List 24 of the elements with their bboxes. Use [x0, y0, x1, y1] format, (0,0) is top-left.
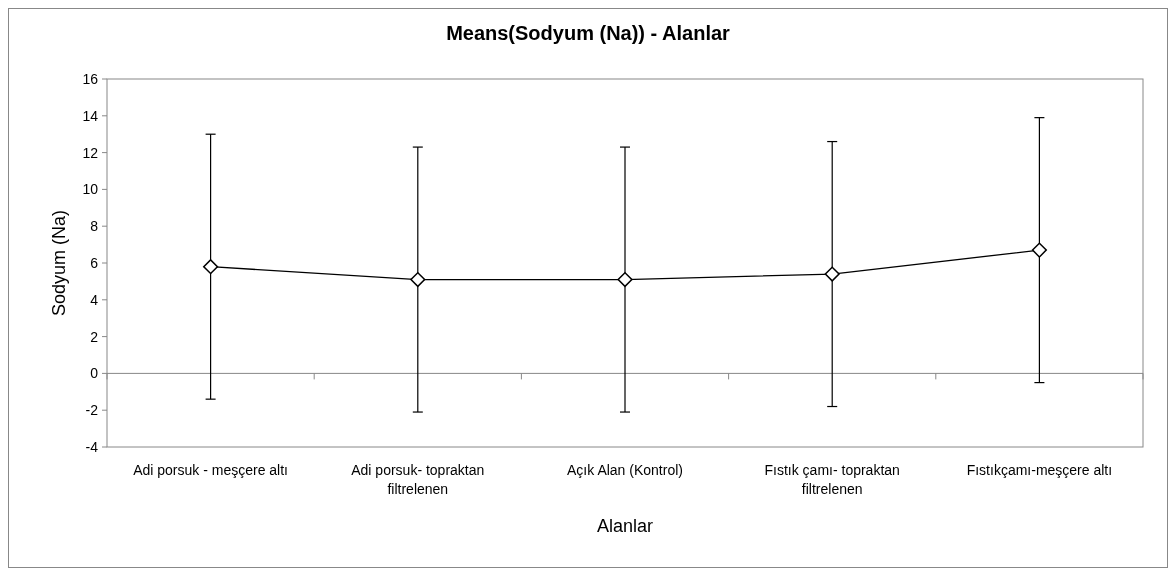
- point: [1031, 242, 1047, 258]
- y-tick-label: 12: [82, 144, 99, 161]
- y-tick-label: 0: [90, 365, 99, 382]
- y-axis-title: Sodyum (Na): [49, 209, 69, 317]
- y-tick-label: 4: [90, 291, 99, 308]
- x-tick-label: Fıstık çamı- topraktan filtrelenen: [764, 462, 900, 497]
- x-tick-label: Adi porsuk - meşçere altı: [133, 462, 289, 478]
- y-tick-label: 2: [90, 328, 99, 345]
- y-tick-label: -4: [85, 438, 99, 455]
- x-axis-title: Alanlar: [596, 516, 654, 536]
- point: [617, 271, 633, 288]
- y-tick-label: 14: [82, 107, 99, 124]
- point: [203, 259, 219, 275]
- chart-title: Means(Sodyum (Na)) - Alanlar: [446, 22, 731, 44]
- y-tick-label: -2: [85, 402, 99, 419]
- x-tick-label: Adi porsuk- topraktan filtrelenen: [351, 462, 485, 497]
- point: [410, 271, 426, 288]
- x-tick-label: Fıstıkçamı-meşçere altı: [966, 462, 1113, 478]
- y-tick-label: 6: [90, 254, 99, 271]
- y-tick-label: 8: [90, 218, 99, 235]
- point: [824, 266, 840, 282]
- y-tick-label: 16: [82, 70, 99, 87]
- y-tick-label: 10: [82, 181, 99, 198]
- x-tick-label: Açık Alan (Kontrol): [567, 462, 683, 478]
